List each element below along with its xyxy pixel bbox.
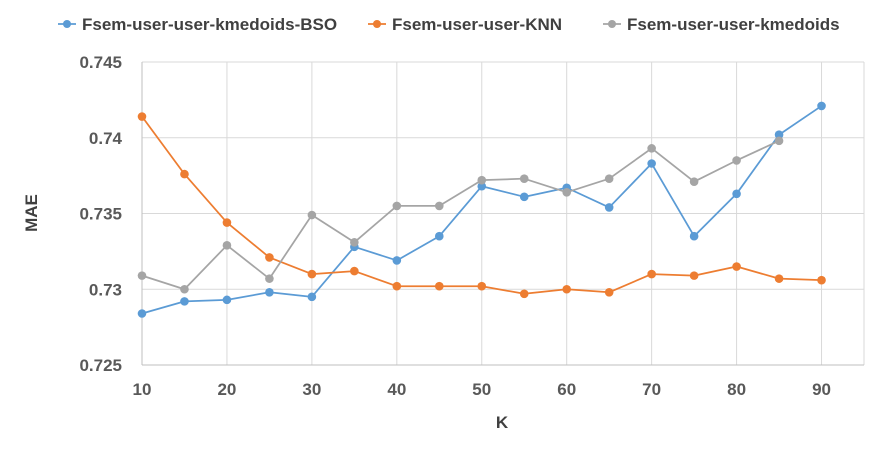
data-point	[732, 156, 741, 165]
data-point	[604, 174, 614, 183]
x-tick-label: 60	[557, 380, 576, 399]
x-tick-label: 40	[387, 380, 406, 399]
legend-item: Fsem-user-user-KNN	[368, 15, 562, 34]
data-point	[689, 271, 699, 280]
x-tick-label: 20	[217, 380, 236, 399]
data-point	[434, 201, 444, 211]
x-tick-labels: 10 20 30 40 50 60 70 80 90	[133, 380, 831, 399]
y-tick-label: 0.725	[79, 356, 122, 375]
data-point	[477, 281, 487, 291]
legend-label: Fsem-user-user-kmedoids-BSO	[82, 15, 337, 34]
data-point	[434, 281, 444, 291]
data-point	[647, 144, 656, 153]
x-tick-label: 30	[302, 380, 321, 399]
data-point	[519, 192, 529, 202]
legend-label: Fsem-user-user-kmedoids	[627, 15, 840, 34]
legend-marker	[373, 20, 381, 28]
legend-item: Fsem-user-user-kmedoids	[603, 15, 840, 34]
data-point	[307, 269, 317, 279]
data-point	[434, 231, 444, 241]
data-point	[222, 295, 232, 305]
data-point	[180, 169, 189, 179]
y-tick-label: 0.735	[79, 205, 122, 224]
data-point	[774, 136, 784, 146]
data-point	[265, 287, 274, 297]
y-tick-label: 0.74	[89, 129, 123, 148]
y-tick-label: 0.745	[79, 53, 122, 72]
x-tick-label: 80	[727, 380, 746, 399]
series-group	[137, 101, 826, 318]
legend-marker	[608, 20, 616, 28]
legend: Fsem-user-user-kmedoids-BSO Fsem-user-use…	[58, 15, 840, 34]
x-tick-label: 10	[133, 380, 152, 399]
data-point	[392, 201, 402, 211]
data-point	[689, 231, 699, 241]
data-point	[647, 269, 656, 279]
data-point	[137, 309, 147, 318]
data-point	[689, 177, 699, 186]
legend-label: Fsem-user-user-KNN	[392, 15, 562, 34]
data-point	[265, 253, 274, 262]
data-point	[817, 275, 826, 285]
data-point	[265, 274, 274, 283]
data-point	[519, 174, 529, 183]
data-point	[392, 256, 402, 265]
gridlines	[142, 61, 865, 365]
data-point	[307, 292, 317, 302]
series-1	[137, 112, 826, 299]
data-point	[732, 189, 741, 199]
data-point	[180, 297, 189, 306]
y-axis-title: MAE	[22, 194, 41, 232]
data-point	[222, 218, 232, 227]
legend-marker	[63, 20, 71, 28]
data-point	[180, 284, 189, 294]
data-point	[307, 210, 317, 220]
y-tick-labels: 0.725 0.73 0.735 0.74 0.745	[79, 53, 122, 375]
data-point	[732, 262, 741, 271]
data-point	[392, 281, 402, 291]
x-tick-label: 90	[812, 380, 831, 399]
data-point	[817, 101, 826, 111]
data-point	[137, 112, 147, 121]
x-tick-label: 70	[642, 380, 661, 399]
y-tick-label: 0.73	[89, 280, 122, 299]
data-point	[477, 175, 487, 185]
legend-item: Fsem-user-user-kmedoids-BSO	[58, 15, 337, 34]
series-line	[141, 139, 780, 291]
data-point	[222, 241, 232, 250]
data-point	[519, 289, 529, 299]
data-point	[604, 287, 614, 297]
series-2	[137, 136, 784, 294]
x-tick-label: 50	[472, 380, 491, 399]
data-point	[562, 187, 572, 197]
data-point	[647, 159, 656, 168]
data-point	[350, 237, 359, 247]
data-point	[137, 271, 147, 280]
data-point	[604, 203, 614, 212]
data-point	[477, 181, 487, 191]
data-point	[774, 130, 784, 140]
data-point	[562, 284, 572, 294]
data-point	[774, 274, 784, 283]
x-axis-title: K	[496, 413, 509, 432]
data-point	[350, 266, 359, 276]
